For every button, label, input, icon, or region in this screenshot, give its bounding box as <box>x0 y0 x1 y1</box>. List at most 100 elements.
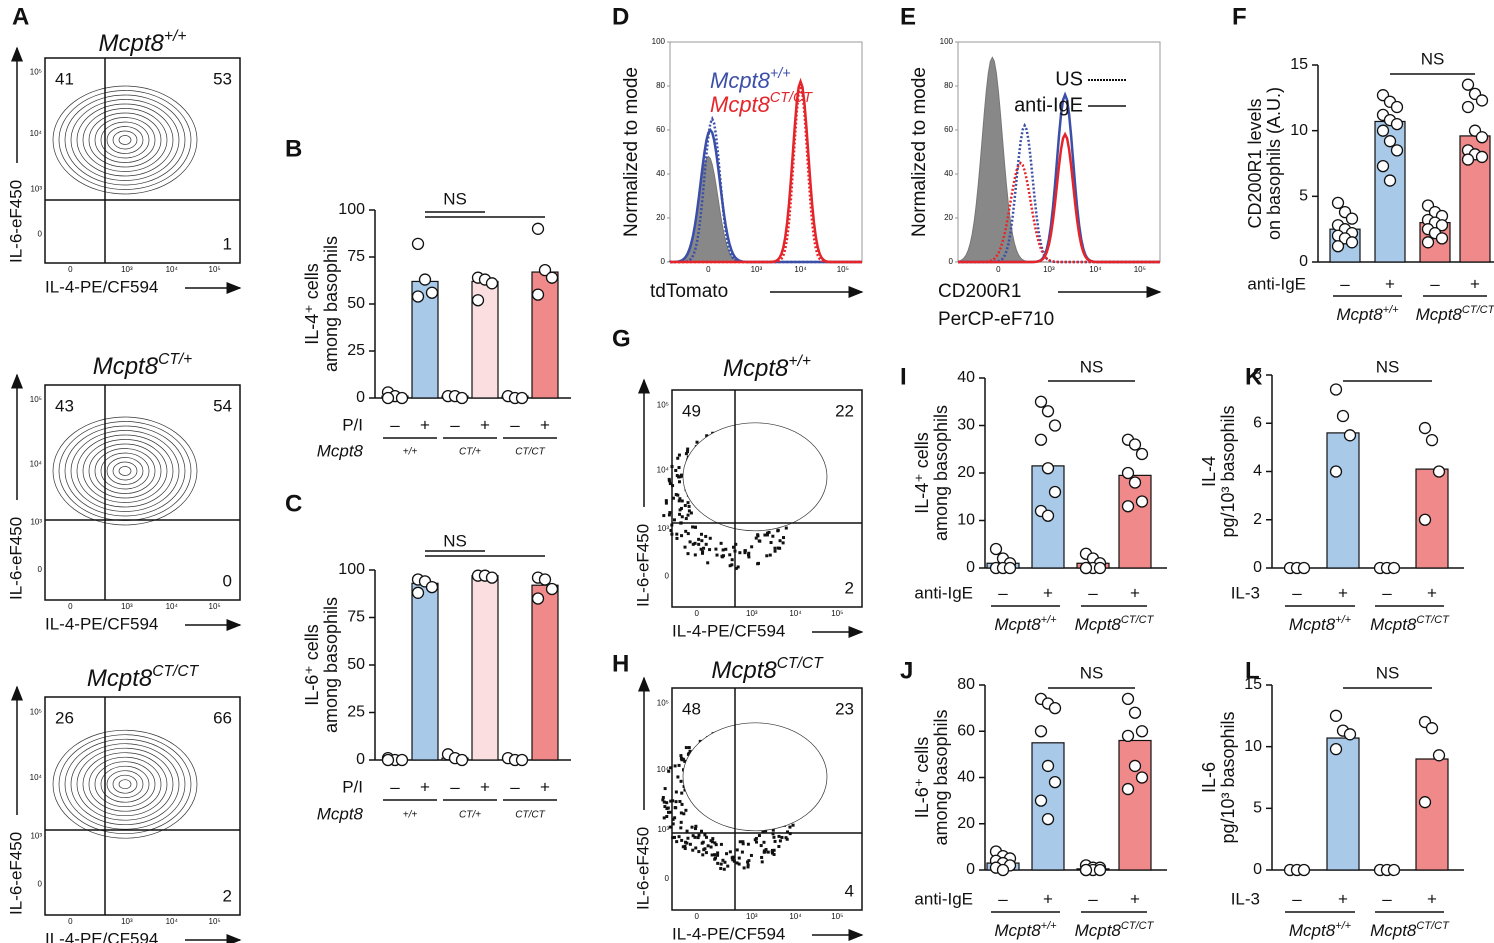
contour <box>76 103 174 177</box>
condition-sign: + <box>420 415 430 434</box>
data-point <box>411 586 425 599</box>
event-dot <box>730 558 734 562</box>
condition-sign: – <box>1292 583 1302 602</box>
condition-sign: + <box>1470 274 1480 293</box>
data-point <box>1121 692 1135 706</box>
event-dot <box>703 833 707 837</box>
event-dot <box>669 799 673 803</box>
data-point <box>1034 433 1048 446</box>
event-dot <box>697 542 701 546</box>
y-tick-label: 10⁴ <box>30 773 43 782</box>
event-dot <box>679 754 683 758</box>
contour <box>682 422 828 532</box>
event-dot <box>705 434 709 438</box>
group-name-sup: CT/CT <box>1416 614 1450 626</box>
event-dot <box>750 545 754 549</box>
event-dot <box>735 848 739 852</box>
event-dot <box>693 553 697 557</box>
y-axis-label: IL-6-eF450 <box>6 517 25 600</box>
event-dot <box>689 511 693 515</box>
data-point <box>1329 742 1343 756</box>
event-dot <box>762 840 766 844</box>
event-dot <box>738 551 742 555</box>
event-dot <box>671 836 675 840</box>
event-dot <box>715 553 719 557</box>
plot-title: Mcpt8CT/CT <box>87 663 200 693</box>
event-dot <box>686 447 690 451</box>
data-point <box>1079 561 1093 575</box>
contour <box>682 722 828 832</box>
event-dot <box>772 835 776 839</box>
quadrant-value: 53 <box>213 69 232 88</box>
condition-sign: + <box>540 777 550 796</box>
quadrant-value: 23 <box>835 699 854 718</box>
plot-title-base: Mcpt8 <box>87 665 153 692</box>
histogram-curve <box>958 131 1160 264</box>
legend-entry: anti-IgE <box>1014 94 1083 116</box>
event-dot <box>669 766 673 770</box>
condition-label: anti-IgE <box>1247 274 1306 293</box>
y-tick-label: 0 <box>665 572 670 581</box>
condition-sign: + <box>540 415 550 434</box>
annotation: NS <box>1376 663 1400 682</box>
event-dot <box>674 790 678 794</box>
event-dot <box>691 525 695 529</box>
y-tick-label: 10 <box>1244 738 1262 755</box>
event-dot <box>674 493 678 497</box>
event-dot <box>699 547 703 551</box>
event-dot <box>662 816 666 820</box>
event-dot <box>683 759 687 763</box>
x-tick-label: 10³ <box>121 602 133 611</box>
event-dot <box>773 546 777 550</box>
event-dot <box>679 756 683 760</box>
quadrant-value: 54 <box>213 396 232 415</box>
data-point <box>538 264 552 277</box>
data-point <box>1048 701 1062 715</box>
data-point <box>1135 495 1149 508</box>
x-tick-label: 10³ <box>751 265 763 274</box>
legend-entry-sup: CT/CT <box>770 90 813 106</box>
event-dot <box>764 829 768 833</box>
condition-label: anti-IgE <box>914 583 973 602</box>
contour <box>112 130 138 150</box>
contour <box>94 448 156 494</box>
data-point <box>1048 485 1062 499</box>
x-tick-label: 0 <box>996 265 1001 274</box>
event-dot <box>747 551 751 555</box>
y-tick-label: 20 <box>957 815 975 832</box>
y-tick-label: 0 <box>661 257 666 266</box>
data-point <box>545 582 559 596</box>
data-point <box>1475 131 1489 144</box>
data-point <box>1121 782 1135 796</box>
contour <box>106 770 144 799</box>
group-name-base: Mcpt8 <box>1370 921 1417 940</box>
panel-letter: L <box>1245 657 1260 684</box>
event-dot <box>719 866 723 870</box>
y-axis-label: among basophils <box>931 405 951 541</box>
event-dot <box>684 452 688 456</box>
event-dot <box>680 499 684 503</box>
event-dot <box>747 553 751 557</box>
quadrant-value: 1 <box>223 234 232 253</box>
event-dot <box>791 823 795 827</box>
event-dot <box>684 517 688 521</box>
event-dot <box>749 853 753 857</box>
event-dot <box>778 539 782 543</box>
event-dot <box>661 798 665 802</box>
condition-sign: – <box>998 889 1008 908</box>
data-point <box>1048 775 1062 789</box>
contour <box>112 461 138 481</box>
event-dot <box>757 834 761 838</box>
y-tick-label: 40 <box>957 769 975 786</box>
y-tick-label: 20 <box>944 213 953 222</box>
event-dot <box>679 826 683 830</box>
event-dot <box>746 842 750 846</box>
event-dot <box>671 799 675 803</box>
group-name: CT/CT <box>515 447 545 458</box>
x-tick-label: 10⁴ <box>1089 265 1102 274</box>
contour <box>64 425 186 517</box>
event-dot <box>685 450 689 454</box>
event-dot <box>724 547 728 551</box>
panel-letter: E <box>900 3 916 30</box>
x-tick-label: 10³ <box>1043 265 1055 274</box>
